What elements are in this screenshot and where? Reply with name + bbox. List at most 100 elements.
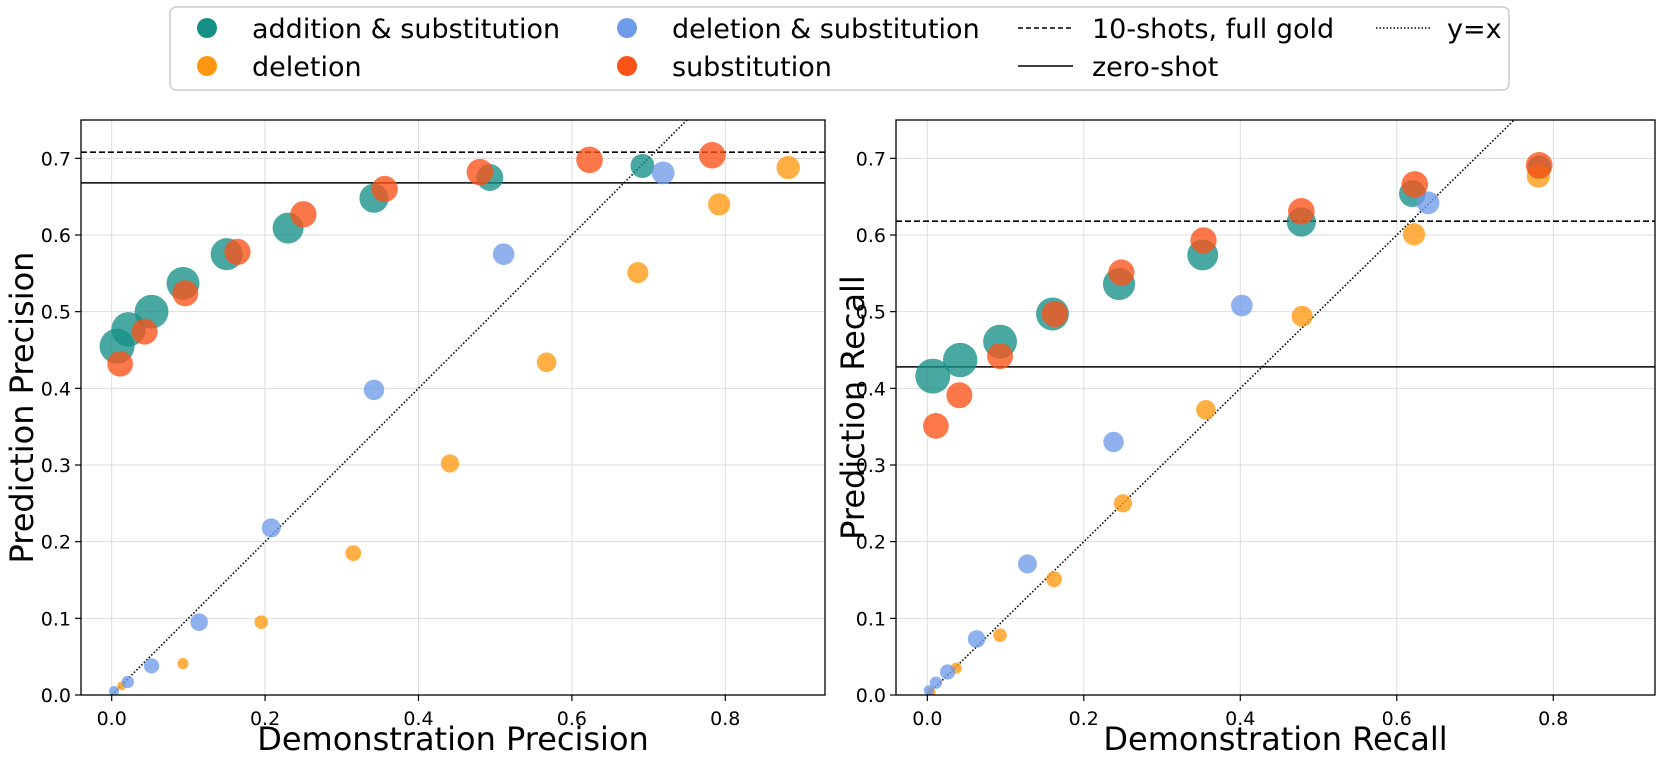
legend-label-zero-shot: zero-shot — [1092, 52, 1218, 83]
point-deletion-substitution — [143, 658, 160, 674]
point-substitution — [371, 175, 398, 203]
point-deletion — [177, 657, 189, 670]
legend-label-substitution: substitution — [672, 52, 832, 83]
legend-marker-addition-substitution — [197, 18, 217, 38]
y-tick-label: 0.0 — [41, 685, 71, 707]
point-deletion-substitution — [190, 613, 208, 631]
x-tick-label: 0.2 — [250, 708, 280, 730]
y-tick-label: 0.3 — [41, 455, 71, 477]
y-tick-label: 0.6 — [41, 225, 71, 247]
legend-frame — [169, 6, 1510, 91]
point-deletion — [536, 352, 557, 373]
point-substitution — [107, 350, 133, 377]
point-substitution — [1190, 227, 1217, 254]
point-deletion-substitution — [261, 518, 281, 538]
point-deletion-substitution — [1103, 431, 1124, 453]
y-tick-label: 0.2 — [856, 532, 886, 554]
legend-marker-substitution — [617, 56, 637, 76]
recall-y-axis-label: Prediction Recall — [834, 275, 872, 540]
recall-grid — [896, 120, 1655, 696]
x-tick-label: 0.6 — [557, 708, 587, 730]
legend-label-addition-substitution: addition & substitution — [252, 14, 560, 45]
point-substitution — [1288, 197, 1315, 225]
diagonal-y-equals-x — [926, 120, 1515, 695]
point-deletion — [1196, 399, 1216, 420]
legend-marker-deletion — [197, 56, 217, 76]
point-substitution — [1108, 259, 1135, 286]
point-deletion — [993, 628, 1007, 642]
point-deletion-substitution — [923, 685, 935, 695]
point-substitution — [290, 201, 317, 228]
point-deletion — [776, 155, 800, 180]
point-deletion — [1046, 571, 1062, 588]
point-deletion-substitution — [1416, 191, 1440, 215]
point-substitution — [224, 238, 251, 266]
diagonal-y-equals-x — [111, 120, 688, 695]
precision-axes-frame — [80, 119, 826, 696]
x-tick-label: 0.8 — [710, 708, 740, 730]
point-substitution — [1401, 171, 1429, 198]
y-tick-label: 0.2 — [41, 532, 71, 554]
y-tick-label: 0.7 — [41, 148, 71, 170]
point-substitution — [466, 158, 494, 186]
recall-axes-frame — [895, 119, 1656, 696]
x-tick-label: 0.6 — [1382, 708, 1412, 730]
y-tick-label: 0.5 — [856, 302, 886, 324]
legend-marker-deletion-substitution — [617, 18, 637, 38]
precision-chart: 0.0 0.2 0.4 0.6 0.8 0.0 0.1 0.2 0.3 0.4 0.5 0.6 0.7 D… — [3, 119, 826, 758]
y-tick-label: 0.5 — [41, 302, 71, 324]
y-tick-label: 0.0 — [856, 685, 886, 707]
point-deletion — [1291, 305, 1313, 327]
point-deletion — [345, 545, 362, 562]
point-deletion — [1113, 494, 1133, 513]
precision-points — [99, 141, 800, 695]
point-substitution — [923, 413, 949, 439]
legend-label-10-shots: 10-shots, full gold — [1092, 14, 1334, 45]
point-deletion-substitution — [1231, 294, 1253, 317]
point-addition-substitution — [915, 358, 951, 394]
x-tick-label: 0.4 — [403, 708, 433, 730]
precision-x-axis-label: Demonstration Precision — [257, 720, 649, 758]
point-addition-substitution — [942, 342, 978, 378]
y-tick-label: 0.1 — [41, 608, 71, 630]
precision-y-axis-label: Prediction Precision — [3, 252, 41, 564]
x-tick-label: 0.2 — [1069, 708, 1099, 730]
y-tick-label: 0.4 — [41, 378, 71, 400]
y-tick-label: 0.7 — [856, 148, 886, 170]
x-tick-label: 0.8 — [1538, 708, 1568, 730]
point-deletion — [1402, 223, 1426, 246]
point-substitution — [1525, 151, 1553, 179]
point-substitution — [172, 280, 199, 307]
legend-label-deletion: deletion — [252, 52, 362, 83]
point-deletion-substitution — [492, 243, 515, 265]
point-deletion — [627, 262, 649, 284]
point-deletion-substitution — [108, 685, 120, 695]
point-substitution — [131, 318, 158, 345]
recall-x-axis-label: Demonstration Recall — [1103, 720, 1447, 758]
point-deletion — [440, 454, 460, 473]
point-addition-substitution — [630, 154, 655, 178]
y-tick-label: 0.4 — [856, 378, 886, 400]
point-deletion-substitution — [1017, 554, 1037, 574]
x-tick-label: 0.4 — [1225, 708, 1255, 730]
x-tick-label: 0.0 — [912, 708, 942, 730]
point-substitution — [1041, 300, 1068, 328]
legend-label-y-equals-x: y=x — [1447, 14, 1502, 45]
point-deletion-substitution — [651, 161, 675, 185]
legend-label-deletion-substitution: deletion & substitution — [672, 14, 980, 45]
y-tick-label: 0.6 — [856, 225, 886, 247]
point-deletion-substitution — [929, 676, 943, 689]
point-substitution — [576, 146, 603, 174]
point-deletion-substitution — [940, 664, 956, 680]
point-substitution — [987, 343, 1014, 370]
recall-chart: 0.0 0.2 0.4 0.6 0.8 0.0 0.1 0.2 0.3 0.4 0.5 0.6 0.7 D… — [834, 119, 1656, 758]
point-deletion-substitution — [967, 630, 986, 648]
point-deletion-substitution — [121, 675, 134, 689]
point-deletion — [254, 615, 269, 629]
point-substitution — [698, 141, 726, 169]
recall-points — [915, 151, 1553, 695]
point-substitution — [946, 382, 973, 409]
legend: addition & substitution deletion deletio… — [169, 6, 1510, 91]
point-deletion-substitution — [363, 379, 385, 401]
